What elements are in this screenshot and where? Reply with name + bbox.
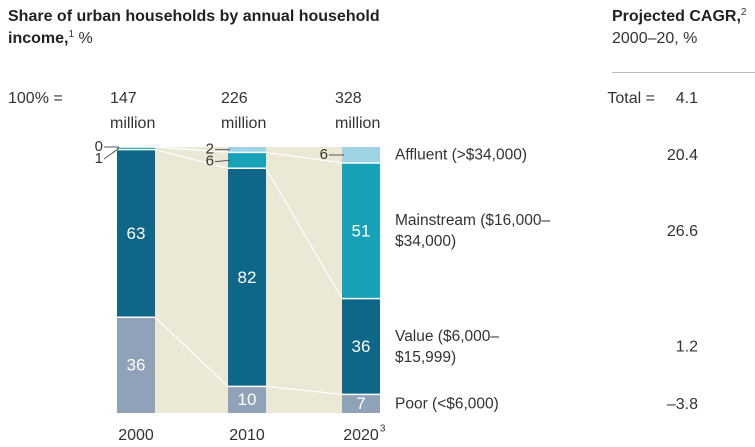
legend-label: Affluent (>$34,000)	[395, 146, 527, 164]
total-value: 226	[221, 90, 248, 107]
bar-segment	[342, 147, 380, 163]
connector-line	[265, 385, 343, 395]
data-label: 1	[95, 150, 103, 167]
bar-segment	[342, 298, 380, 395]
bar-segment	[117, 149, 155, 318]
connector-line	[265, 167, 343, 299]
bar-segment	[117, 317, 155, 413]
x-tick-label: 2020	[343, 427, 379, 444]
connector-line	[265, 151, 343, 164]
data-label: 6	[320, 146, 328, 163]
total-cagr-label: Total =	[607, 90, 655, 107]
x-tick-label: 2000	[118, 427, 154, 444]
header-rule	[612, 72, 755, 73]
bar-segment	[228, 386, 266, 413]
side-title: Projected CAGR,	[612, 8, 741, 25]
title-text: Share of urban households by annual hous…	[8, 8, 380, 47]
legend-label: Poor (<$6,000)	[395, 395, 499, 413]
bar-segment	[228, 147, 266, 153]
bar-segment	[228, 152, 266, 169]
legend-label: Value ($6,000–$15,999)	[395, 327, 499, 366]
total-value: 147	[110, 90, 137, 107]
data-label: 0	[95, 138, 103, 155]
total-unit: million	[335, 115, 380, 132]
side-subtitle: 2000–20, %	[612, 30, 698, 47]
connector-line	[154, 149, 229, 169]
total-unit: million	[221, 115, 266, 132]
bar-segment	[342, 394, 380, 413]
x-tick-label: 2010	[229, 427, 265, 444]
total-value: 328	[335, 90, 362, 107]
connector	[155, 147, 228, 413]
bar-segment	[117, 147, 155, 150]
x-tick-note: 3	[380, 424, 386, 435]
cagr-value: –3.8	[667, 396, 698, 413]
connector-line	[154, 316, 229, 387]
data-label: 63	[127, 224, 146, 243]
totals-label: 100% =	[8, 90, 63, 107]
data-label: 2	[206, 141, 214, 158]
cagr-value: 26.6	[667, 223, 698, 240]
bar-segment	[342, 162, 380, 299]
data-label: 10	[238, 390, 257, 409]
label-leader	[214, 159, 231, 163]
connector-line	[154, 146, 229, 153]
title-unit: %	[78, 30, 93, 47]
data-label: 7	[356, 394, 365, 413]
total-cagr: 4.1	[676, 90, 698, 107]
data-label: 82	[238, 268, 257, 287]
title-note: 1	[68, 29, 75, 40]
cagr-value: 20.4	[667, 147, 698, 164]
label-leader	[103, 147, 120, 160]
data-label: 36	[127, 356, 146, 375]
data-label: 51	[352, 221, 371, 240]
total-unit: million	[110, 115, 155, 132]
bar-segment	[228, 168, 266, 387]
data-label: 6	[206, 153, 214, 170]
connector	[266, 147, 342, 413]
side-header: Projected CAGR,2 2000–20, %	[612, 6, 755, 50]
data-label: 36	[352, 337, 371, 356]
legend-label: Mainstream ($16,000–$34,000)	[395, 211, 551, 250]
cagr-value: 1.2	[676, 339, 698, 356]
side-title-note: 2	[740, 7, 747, 18]
chart-title: Share of urban households by annual hous…	[8, 6, 408, 50]
